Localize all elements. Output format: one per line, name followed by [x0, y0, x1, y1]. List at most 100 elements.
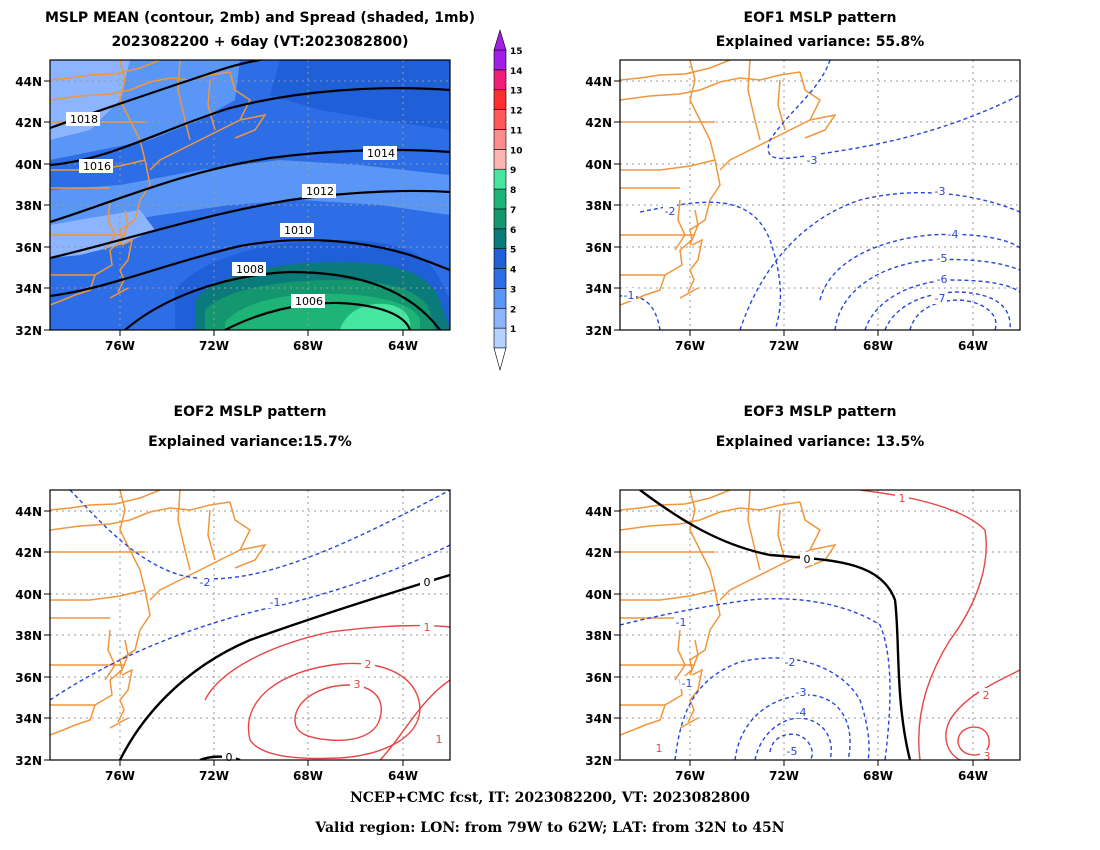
eof2-label-zero-b: 0 [226, 751, 233, 764]
eof2-title: EOF2 MSLP pattern [173, 404, 327, 420]
lon-tick-label: 76W [105, 339, 135, 353]
mean-title-line1: MSLP MEAN (contour, 2mb) and Spread (sha… [45, 10, 475, 26]
eof2-label-neg2: -2 [200, 576, 211, 589]
lat-tick-label: 32N [585, 324, 612, 338]
mean-spread-panel: 1018 1016 1014 1012 1010 1008 1006 [43, 59, 451, 337]
lat-tick-label: 32N [15, 324, 42, 338]
lon-tick-label: 68W [293, 769, 323, 783]
colorbar-label: 5 [510, 246, 516, 256]
lat-tick-label: 44N [585, 75, 612, 89]
eof1-title: EOF1 MSLP pattern [743, 10, 897, 26]
eof1-label-neg1: -1 [624, 289, 635, 302]
lon-tick-label: 76W [105, 769, 135, 783]
colorbar-label: 1 [510, 325, 516, 335]
colorbar-label: 10 [510, 146, 523, 156]
footer-valid-region: Valid region: LON: from 79W to 62W; LAT:… [315, 820, 785, 836]
colorbar-label: 7 [510, 206, 516, 216]
lat-tick-label: 42N [15, 116, 42, 130]
eof3-panel: 1 0 -1 -1 -2 -3 -4 -5 2 3 1 [613, 489, 1021, 767]
eof2-label-zero-a: 0 [424, 576, 431, 589]
eof3-contours [620, 490, 1020, 760]
eof2-contours [50, 490, 450, 760]
lon-tick-label: 64W [388, 769, 418, 783]
lon-tick-label: 72W [769, 339, 799, 353]
lon-tick-label: 72W [199, 339, 229, 353]
lon-tick-label: 76W [675, 769, 705, 783]
eof3-contour-labels: 1 0 -1 -1 -2 -3 -4 -5 2 3 1 [652, 491, 994, 763]
eof1-label-neg3a: -3 [807, 154, 818, 167]
lat-tick-label: 36N [585, 241, 612, 255]
colorbar-swatch [493, 69, 507, 91]
colorbar-swatch [493, 168, 507, 190]
lat-tick-label: 40N [585, 158, 612, 172]
lat-tick-label: 38N [15, 629, 42, 643]
eof3-label-1a: 1 [899, 492, 906, 505]
colorbar-swatch [493, 49, 507, 71]
eof1-label-neg6: -6 [937, 273, 948, 286]
eof3-label-neg4: -4 [796, 706, 807, 719]
lat-tick-label: 34N [15, 712, 42, 726]
mslp-contours [50, 60, 450, 330]
colorbar-label: 13 [510, 87, 523, 97]
lat-tick-label: 36N [15, 671, 42, 685]
colorbar-label: 3 [510, 285, 516, 295]
lon-tick-label: 68W [293, 339, 323, 353]
colorbar-swatch [493, 307, 507, 329]
colorbar-swatch [493, 288, 507, 309]
footer-run-info: NCEP+CMC fcst, IT: 2023082200, VT: 20230… [349, 790, 751, 806]
eof3-label-1b: 1 [656, 742, 663, 755]
eof1-contour-labels: -1 -2 -3 -3 -4 -5 -6 -7 [622, 153, 960, 305]
lat-tick-label: 40N [15, 158, 42, 172]
colorbar-label: 6 [510, 226, 516, 236]
eof3-label-3: 3 [984, 750, 991, 763]
eof3-label-neg3: -3 [796, 686, 807, 699]
axis-tick-labels: 44N 42N 40N 38N 36N 34N 32N 76W 72W 68W 64W 44N 42N 4… [15, 75, 988, 783]
eof1-label-neg3b: -3 [935, 185, 946, 198]
lon-tick-label: 64W [388, 339, 418, 353]
colorbar-label: 15 [510, 47, 523, 57]
lat-tick-label: 38N [585, 629, 612, 643]
colorbar-swatch [493, 129, 507, 150]
lat-tick-label: 36N [15, 241, 42, 255]
eof2-label-1b: 1 [436, 733, 443, 746]
contour-label-1012: 1012 [306, 185, 334, 198]
lon-tick-label: 68W [863, 769, 893, 783]
lat-tick-label: 44N [15, 75, 42, 89]
eof2-contour-labels: -2 -1 0 0 1 1 2 3 [198, 575, 446, 764]
colorbar-swatch [493, 188, 507, 210]
eof3-label-neg2: -2 [785, 656, 796, 669]
contour-label-1006: 1006 [295, 295, 323, 308]
lat-tick-label: 34N [15, 282, 42, 296]
contour-label-1010: 1010 [284, 224, 312, 237]
eof2-variance: Explained variance:15.7% [148, 434, 352, 450]
contour-label-1014: 1014 [367, 147, 395, 160]
colorbar-label: 12 [510, 107, 523, 117]
mean-title-line2: 2023082200 + 6day (VT:2023082800) [111, 34, 409, 50]
lat-tick-label: 40N [15, 588, 42, 602]
lon-tick-label: 64W [958, 339, 988, 353]
eof2-label-neg1: -1 [270, 596, 281, 609]
lat-tick-label: 42N [585, 546, 612, 560]
eof3-label-2: 2 [983, 689, 990, 702]
lat-tick-label: 34N [585, 712, 612, 726]
eof2-label-1a: 1 [424, 621, 431, 634]
colorbar-label: 11 [510, 126, 523, 136]
lat-tick-label: 38N [585, 199, 612, 213]
lat-tick-label: 32N [15, 754, 42, 768]
eof1-panel: -1 -2 -3 -3 -4 -5 -6 -7 [613, 59, 1021, 337]
lon-tick-label: 72W [769, 769, 799, 783]
colorbar-label: 9 [510, 166, 516, 176]
lat-tick-label: 40N [585, 588, 612, 602]
lat-tick-label: 42N [585, 116, 612, 130]
colorbar-swatch [493, 248, 507, 269]
lon-tick-label: 64W [958, 769, 988, 783]
lat-tick-label: 36N [585, 671, 612, 685]
eof3-label-neg1a: -1 [676, 616, 687, 629]
eof3-label-zero: 0 [804, 553, 811, 566]
lat-tick-label: 44N [585, 505, 612, 519]
colorbar-label: 8 [510, 186, 516, 196]
contour-label-1008: 1008 [236, 263, 264, 276]
eof3-label-neg1b: -1 [682, 677, 693, 690]
